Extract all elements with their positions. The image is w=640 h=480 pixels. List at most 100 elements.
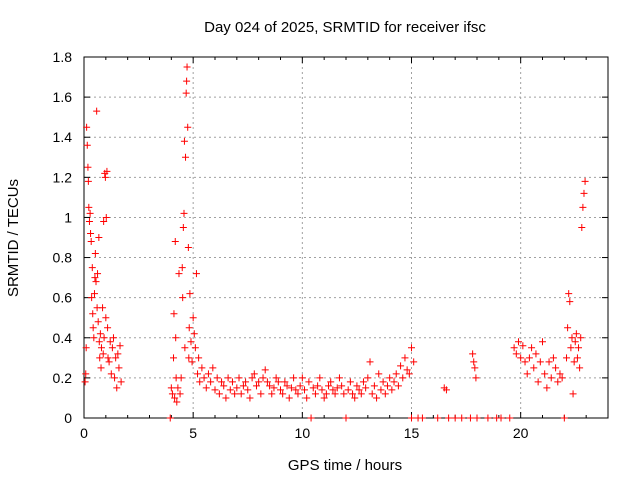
y-axis-label: SRMTID / TECUs <box>5 179 22 297</box>
data-point <box>410 358 418 366</box>
data-point <box>572 330 580 338</box>
data-point <box>573 354 581 362</box>
data-point <box>91 274 99 282</box>
data-point <box>89 324 97 332</box>
data-point <box>287 384 295 392</box>
data-point <box>209 364 217 372</box>
data-point <box>408 414 415 422</box>
data-point <box>92 278 100 286</box>
data-point <box>82 370 90 378</box>
data-point <box>320 394 328 402</box>
data-point <box>298 374 306 382</box>
data-point <box>541 370 549 378</box>
data-point <box>88 264 96 272</box>
data-point <box>91 250 99 258</box>
data-point <box>556 370 564 378</box>
y-tick-label: 1.8 <box>53 49 73 65</box>
data-point <box>442 386 450 394</box>
x-tick-label: 20 <box>513 425 529 441</box>
data-point <box>183 63 191 71</box>
data-point <box>292 386 300 394</box>
data-point <box>554 378 562 386</box>
data-point <box>309 384 317 392</box>
data-point <box>497 414 505 422</box>
data-point <box>566 298 574 306</box>
data-point <box>314 382 322 390</box>
data-point <box>359 378 367 386</box>
x-tick-label: 10 <box>295 425 311 441</box>
data-point <box>390 378 398 386</box>
data-point <box>95 338 103 346</box>
data-point <box>283 382 291 390</box>
data-point <box>569 390 577 398</box>
data-point <box>325 382 333 390</box>
data-point <box>185 354 193 362</box>
x-tick-label: 5 <box>189 425 197 441</box>
data-point <box>403 366 411 374</box>
data-point <box>445 414 453 422</box>
data-point <box>99 350 107 358</box>
data-point <box>397 362 405 370</box>
data-point <box>195 354 203 362</box>
data-point <box>115 364 123 372</box>
data-point <box>567 344 575 352</box>
x-tick-label: 15 <box>404 425 420 441</box>
data-point <box>204 370 212 378</box>
data-point <box>394 382 402 390</box>
data-point <box>349 390 357 398</box>
data-point <box>259 374 267 382</box>
data-point <box>183 77 191 85</box>
data-point <box>329 386 337 394</box>
data-point <box>484 414 492 422</box>
data-point <box>174 384 182 392</box>
data-point <box>215 390 223 398</box>
data-point <box>506 414 514 422</box>
data-point <box>305 378 313 386</box>
data-point <box>170 310 178 318</box>
data-point <box>90 290 98 298</box>
data-point <box>386 374 394 382</box>
y-tick-labels: 0 0.2 0.4 0.6 0.8 1 1.2 1.4 1.6 1.8 <box>53 49 73 426</box>
data-point <box>186 290 194 298</box>
data-point <box>274 378 282 386</box>
data-point <box>82 344 90 352</box>
data-point <box>270 384 278 392</box>
data-point <box>220 382 228 390</box>
data-point <box>565 290 573 298</box>
y-tick-label: 1.6 <box>53 89 73 105</box>
y-tick-label: 1.4 <box>53 129 73 145</box>
data-point <box>279 390 287 398</box>
data-point <box>104 324 112 332</box>
data-point <box>89 310 97 318</box>
data-point <box>97 364 105 372</box>
data-point <box>377 386 385 394</box>
data-point <box>226 386 234 394</box>
data-point <box>207 378 215 386</box>
data-point <box>322 390 330 398</box>
data-point <box>451 414 459 422</box>
data-point <box>106 338 114 346</box>
data-point <box>244 386 252 394</box>
data-point <box>318 386 326 394</box>
data-point <box>353 382 361 390</box>
data-point <box>231 390 239 398</box>
data-point <box>470 358 478 366</box>
data-point <box>213 374 221 382</box>
data-point <box>331 390 339 398</box>
data-point <box>90 334 98 342</box>
data-point <box>316 374 324 382</box>
data-point <box>408 344 415 352</box>
data-point <box>103 167 111 175</box>
data-point <box>579 203 587 211</box>
data-point <box>172 334 180 342</box>
data-point <box>327 378 335 386</box>
y-tick-label: 1 <box>64 209 72 225</box>
data-point <box>167 384 175 392</box>
data-point <box>176 390 184 398</box>
data-point <box>246 394 254 402</box>
data-point <box>568 334 576 342</box>
y-tick-label: 0 <box>64 410 72 426</box>
data-point <box>575 344 583 352</box>
data-point <box>100 217 108 225</box>
